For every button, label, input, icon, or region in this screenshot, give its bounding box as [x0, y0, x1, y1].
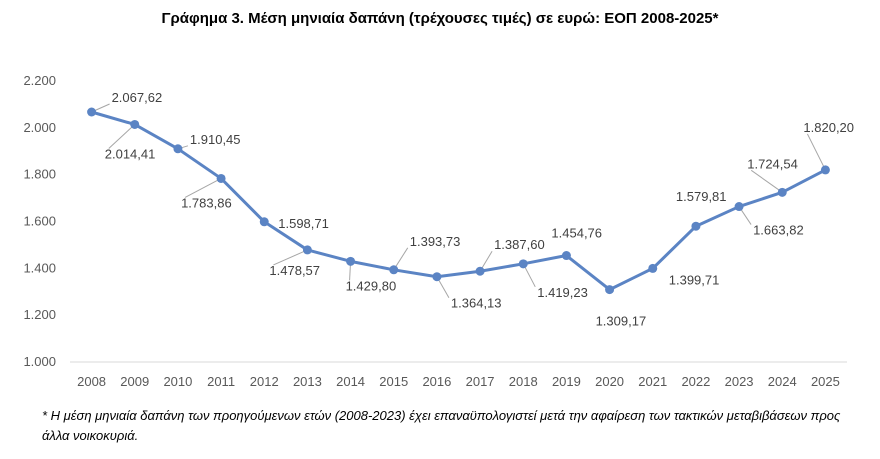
label-leader	[273, 249, 308, 266]
y-axis: 1.000 1.200 1.400 1.600 1.800 2.000 2.200	[23, 73, 56, 369]
label-leader	[806, 133, 826, 171]
data-label: 1.724,54	[747, 156, 798, 171]
data-labels: 2.067,62 2.014,41 1.910,45 1.783,86 1.598,71…	[105, 90, 854, 329]
data-point	[820, 165, 830, 175]
data-label: 1.364,13	[451, 296, 502, 311]
data-label: 1.820,20	[803, 120, 854, 135]
x-axis: 2008 2009 2010 2011 2012 2013 2014 2015 2016 2017…	[70, 361, 847, 389]
data-point	[648, 263, 658, 273]
data-point	[389, 265, 399, 275]
y-tick-label: 2.200	[23, 73, 56, 88]
x-tick-label: 2025	[811, 374, 840, 389]
data-label: 1.454,76	[551, 226, 602, 241]
x-tick-label: 2011	[207, 374, 235, 389]
series-line	[87, 107, 830, 295]
data-label: 1.309,17	[596, 314, 647, 329]
data-label: 1.579,81	[676, 189, 727, 204]
y-tick-label: 1.000	[23, 354, 56, 369]
data-point	[475, 266, 485, 276]
x-tick-label: 2018	[509, 374, 538, 389]
data-label: 2.014,41	[105, 146, 156, 161]
x-tick-label: 2017	[466, 374, 495, 389]
x-tick-label: 2015	[379, 374, 408, 389]
footnote: * Η μέση μηνιαία δαπάνη των προηγούμενων…	[42, 408, 841, 443]
x-tick-label: 2008	[77, 374, 106, 389]
y-tick-label: 1.200	[23, 307, 56, 322]
data-label: 1.598,71	[278, 216, 329, 231]
data-point	[259, 217, 269, 227]
data-label: 1.419,23	[537, 285, 588, 300]
x-tick-label: 2019	[552, 374, 581, 389]
data-point	[691, 221, 701, 231]
series-path	[91, 110, 827, 292]
data-label: 2.067,62	[112, 90, 163, 105]
y-tick-label: 1.800	[23, 167, 56, 182]
x-tick-label: 2022	[681, 374, 710, 389]
data-point	[432, 272, 442, 282]
data-point	[561, 251, 571, 261]
data-point	[216, 173, 226, 183]
chart-title: Γράφημα 3. Μέση μηνιαία δαπάνη (τρέχουσε…	[161, 10, 719, 27]
line-chart: 1.000 1.200 1.400 1.600 1.800 2.000 2.200 2008…	[23, 73, 854, 389]
data-point	[87, 107, 97, 117]
data-label: 1.910,45	[190, 132, 241, 147]
data-point	[346, 256, 356, 266]
label-leader	[108, 124, 136, 149]
y-tick-label: 1.600	[23, 214, 56, 229]
x-tick-label: 2021	[638, 374, 667, 389]
data-point	[302, 245, 312, 255]
x-tick-label: 2013	[293, 374, 322, 389]
data-label: 1.429,80	[346, 278, 397, 293]
data-label: 1.478,57	[269, 263, 320, 278]
data-point	[518, 259, 528, 269]
y-tick-label: 2.000	[23, 120, 56, 135]
y-tick-label: 1.400	[23, 260, 56, 275]
data-point	[777, 187, 787, 197]
data-label: 1.399,71	[669, 272, 720, 287]
data-label: 1.393,73	[410, 234, 461, 249]
x-tick-label: 2020	[595, 374, 624, 389]
x-tick-label: 2014	[336, 374, 365, 389]
data-label: 1.663,82	[753, 223, 804, 238]
x-tick-label: 2012	[250, 374, 279, 389]
x-tick-label: 2009	[120, 374, 149, 389]
label-leader	[184, 178, 222, 198]
label-leader	[750, 169, 783, 193]
data-point	[130, 119, 140, 129]
data-point	[605, 285, 615, 295]
data-point	[734, 202, 744, 212]
x-tick-label: 2024	[768, 374, 797, 389]
x-tick-label: 2010	[163, 374, 192, 389]
data-point	[173, 144, 183, 154]
data-label: 1.783,86	[181, 195, 232, 210]
data-label: 1.387,60	[494, 237, 545, 252]
x-tick-label: 2016	[422, 374, 451, 389]
x-tick-label: 2023	[725, 374, 754, 389]
